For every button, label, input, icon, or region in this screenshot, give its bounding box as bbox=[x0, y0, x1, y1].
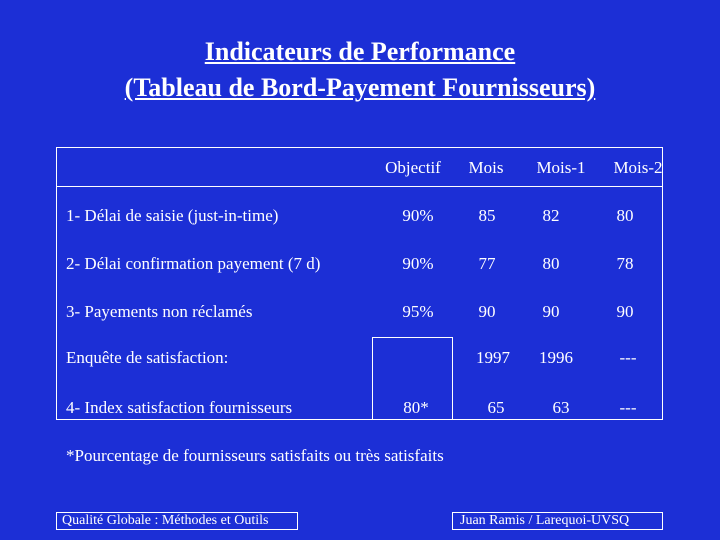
row-label: 1- Délai de saisie (just-in-time) bbox=[66, 206, 279, 225]
row-label: 2- Délai confirmation payement (7 d) bbox=[66, 254, 321, 273]
objectif-column-divider bbox=[372, 337, 373, 420]
cell-mois: 85 bbox=[478, 206, 496, 225]
footer-right-frame bbox=[452, 512, 663, 530]
cell-mois-1: 90 bbox=[542, 302, 560, 321]
objectif-cell-top bbox=[372, 337, 453, 338]
mois-column-divider bbox=[452, 337, 453, 420]
cell-objectif: 80* bbox=[403, 398, 429, 417]
header-mois: Mois bbox=[468, 158, 504, 177]
cell-mois-1: 63 bbox=[552, 398, 570, 417]
row-label: 3- Payements non réclamés bbox=[66, 302, 253, 321]
header-divider bbox=[56, 186, 663, 187]
table-frame bbox=[56, 147, 663, 420]
page-title-line-1: Indicateurs de Performance bbox=[204, 37, 516, 66]
header-mois-1: Mois-1 bbox=[536, 158, 586, 177]
cell-objectif: 90% bbox=[402, 206, 434, 225]
cell-objectif: 90% bbox=[402, 254, 434, 273]
page-title-line-2: (Tableau de Bord-Payement Fournisseurs) bbox=[124, 73, 596, 102]
cell-mois: 65 bbox=[487, 398, 505, 417]
footer-right-text: Juan Ramis / Larequoi-UVSQ bbox=[460, 513, 630, 528]
footer-left-text: Qualité Globale : Méthodes et Outils bbox=[62, 513, 269, 528]
cell-mois-1: 82 bbox=[542, 206, 560, 225]
cell-mois-1: 80 bbox=[542, 254, 560, 273]
cell-mois-2: 78 bbox=[616, 254, 634, 273]
header-objectif: Objectif bbox=[385, 158, 441, 177]
cell-mois-1: 1996 bbox=[539, 348, 573, 367]
row-label: 4- Index satisfaction fournisseurs bbox=[66, 398, 293, 417]
footer-left-frame bbox=[56, 512, 298, 530]
cell-mois-2: 90 bbox=[616, 302, 634, 321]
header-mois-2: Mois-2 bbox=[613, 158, 663, 177]
cell-mois: 1997 bbox=[476, 348, 510, 367]
cell-objectif: 95% bbox=[402, 302, 434, 321]
cell-mois-2: --- bbox=[619, 398, 637, 417]
row-label: Enquête de satisfaction: bbox=[66, 348, 229, 367]
cell-mois-2: 80 bbox=[616, 206, 634, 225]
cell-mois: 90 bbox=[478, 302, 496, 321]
cell-mois-2: --- bbox=[619, 348, 637, 367]
cell-mois: 77 bbox=[478, 254, 496, 273]
footnote: *Pourcentage de fournisseurs satisfaits … bbox=[66, 446, 444, 465]
